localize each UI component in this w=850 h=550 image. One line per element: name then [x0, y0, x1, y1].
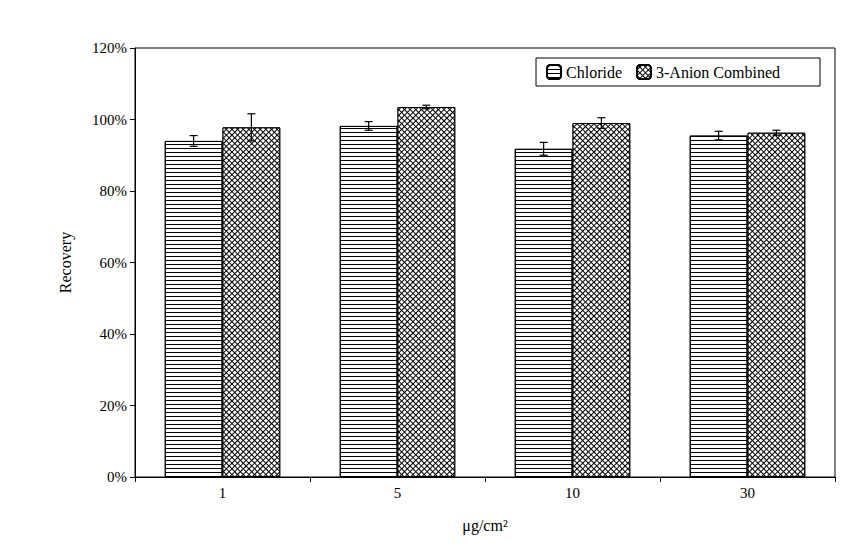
svg-text:20%: 20% — [100, 398, 128, 414]
svg-text:Recovery: Recovery — [57, 232, 75, 293]
svg-text:μg/cm²: μg/cm² — [462, 517, 508, 535]
svg-text:100%: 100% — [92, 112, 127, 128]
svg-text:5: 5 — [394, 485, 402, 501]
svg-text:3-Anion Combined: 3-Anion Combined — [656, 64, 780, 81]
svg-text:120%: 120% — [92, 40, 127, 56]
svg-text:10: 10 — [565, 485, 580, 501]
svg-text:30: 30 — [740, 485, 755, 501]
svg-text:0%: 0% — [107, 469, 127, 485]
svg-text:60%: 60% — [100, 255, 128, 271]
svg-text:40%: 40% — [100, 326, 128, 342]
svg-text:Chloride: Chloride — [566, 64, 622, 81]
svg-text:80%: 80% — [100, 183, 128, 199]
svg-text:1: 1 — [219, 485, 227, 501]
